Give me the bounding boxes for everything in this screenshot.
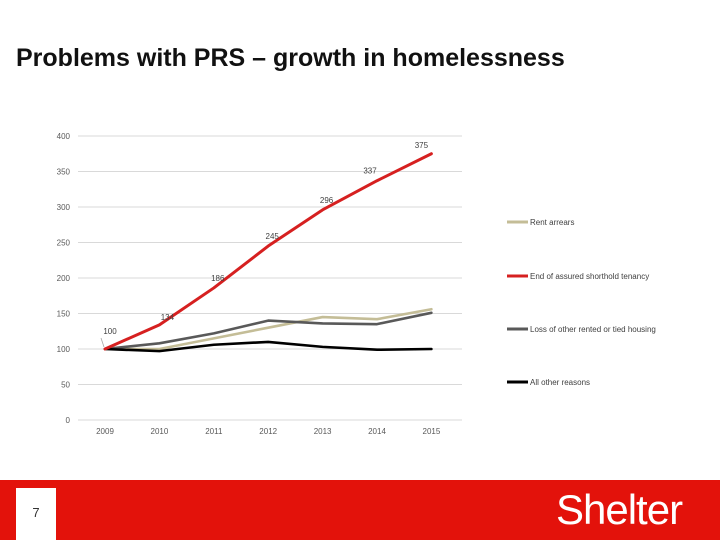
homelessness-line-chart: 0 50 100 150 200 250 300 350 400 2009 2010 2011 2012… xyxy=(57,132,656,436)
annotation-label: 100 xyxy=(103,327,117,336)
data-label: 245 xyxy=(266,232,280,241)
y-tick-label: 200 xyxy=(57,274,71,283)
slide-title: Problems with PRS – growth in homelessne… xyxy=(16,44,565,72)
y-tick-label: 100 xyxy=(57,345,71,354)
x-tick-label: 2011 xyxy=(205,427,223,436)
x-tick-label: 2013 xyxy=(314,427,332,436)
legend-label: All other reasons xyxy=(530,378,590,387)
x-tick-label: 2014 xyxy=(368,427,386,436)
series-line xyxy=(103,307,433,351)
y-tick-label: 50 xyxy=(61,381,70,390)
x-tick-label: 2012 xyxy=(259,427,277,436)
y-tick-label: 0 xyxy=(66,416,71,425)
series-line xyxy=(103,311,433,351)
y-tick-label: 400 xyxy=(57,132,71,141)
series-line xyxy=(103,152,433,351)
footer-bar xyxy=(0,480,720,540)
page-number-box xyxy=(16,488,56,540)
x-tick-label: 2010 xyxy=(151,427,169,436)
data-label: 134 xyxy=(161,313,175,322)
data-label: 375 xyxy=(415,141,429,150)
data-label: 186 xyxy=(211,274,225,283)
shelter-logo: Shelter xyxy=(556,486,683,533)
legend-label: Rent arrears xyxy=(530,218,574,227)
series-line xyxy=(103,340,433,353)
x-tick-label: 2009 xyxy=(96,427,114,436)
data-label: 296 xyxy=(320,196,334,205)
y-tick-label: 150 xyxy=(57,310,71,319)
y-tick-label: 250 xyxy=(57,239,71,248)
data-label: 337 xyxy=(363,167,377,176)
legend-label: Loss of other rented or tied housing xyxy=(530,325,656,334)
legend-label: End of assured shorthold tenancy xyxy=(530,272,649,281)
page-number: 7 xyxy=(32,505,40,520)
x-tick-label: 2015 xyxy=(423,427,441,436)
y-tick-label: 350 xyxy=(57,168,71,177)
annotation-leader xyxy=(100,337,105,348)
y-tick-label: 300 xyxy=(57,203,71,212)
